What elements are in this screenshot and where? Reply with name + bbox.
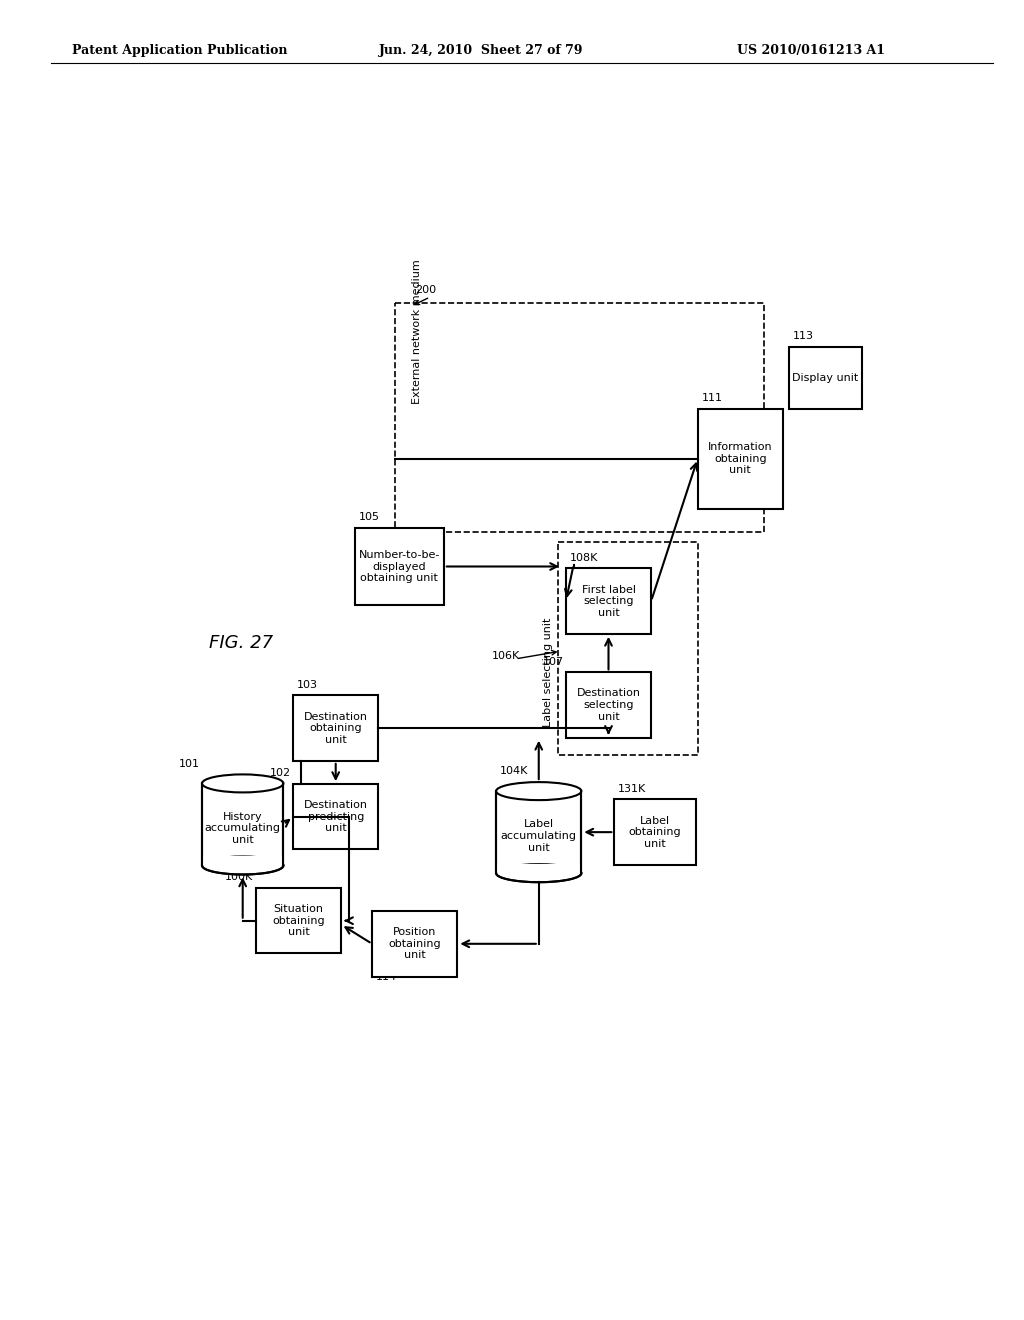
- Text: 108K: 108K: [569, 553, 598, 562]
- Text: Number-to-be-
displayed
obtaining unit: Number-to-be- displayed obtaining unit: [358, 550, 440, 583]
- Text: 107: 107: [543, 656, 563, 667]
- Bar: [496, 865, 583, 874]
- Text: FIG. 27: FIG. 27: [209, 635, 273, 652]
- Bar: [372, 911, 458, 977]
- Text: 100K: 100K: [225, 873, 254, 882]
- Text: Label selecting unit: Label selecting unit: [543, 618, 553, 727]
- Text: Situation
obtaining
unit: Situation obtaining unit: [272, 904, 325, 937]
- Bar: [293, 784, 378, 850]
- Text: Position
obtaining
unit: Position obtaining unit: [388, 927, 441, 961]
- Text: Label
obtaining
unit: Label obtaining unit: [629, 816, 681, 849]
- Text: 111: 111: [701, 393, 723, 403]
- Bar: [256, 888, 341, 953]
- Text: 131K: 131K: [618, 784, 646, 793]
- Bar: [354, 528, 443, 605]
- Text: Patent Application Publication: Patent Application Publication: [72, 44, 287, 57]
- Text: Destination
selecting
unit: Destination selecting unit: [577, 689, 640, 722]
- Bar: [558, 543, 697, 755]
- Text: US 2010/0161213 A1: US 2010/0161213 A1: [737, 44, 886, 57]
- Text: Information
obtaining
unit: Information obtaining unit: [708, 442, 772, 475]
- Bar: [395, 304, 764, 532]
- Text: Destination
predicting
unit: Destination predicting unit: [304, 800, 368, 833]
- Text: Label
accumulating
unit: Label accumulating unit: [501, 820, 577, 853]
- Ellipse shape: [496, 781, 582, 800]
- Text: 101: 101: [178, 759, 200, 768]
- Text: 103: 103: [297, 680, 317, 690]
- Text: 106K: 106K: [493, 651, 520, 661]
- Text: Display unit: Display unit: [793, 372, 859, 383]
- Text: 114: 114: [376, 973, 397, 982]
- Text: First label
selecting
unit: First label selecting unit: [582, 585, 636, 618]
- Bar: [566, 672, 651, 738]
- Text: 105: 105: [358, 512, 380, 523]
- Text: Jun. 24, 2010  Sheet 27 of 79: Jun. 24, 2010 Sheet 27 of 79: [379, 44, 584, 57]
- Bar: [566, 569, 651, 634]
- Text: 113: 113: [793, 331, 813, 342]
- Bar: [496, 791, 582, 874]
- Bar: [202, 857, 285, 866]
- Text: External network medium: External network medium: [413, 259, 423, 404]
- Bar: [293, 696, 378, 760]
- Bar: [202, 783, 284, 866]
- Bar: [697, 409, 783, 508]
- Text: Destination
obtaining
unit: Destination obtaining unit: [304, 711, 368, 744]
- Ellipse shape: [202, 775, 284, 792]
- Text: 102: 102: [269, 768, 291, 779]
- Text: History
accumulating
unit: History accumulating unit: [205, 812, 281, 845]
- Ellipse shape: [496, 865, 582, 882]
- Text: 104K: 104K: [500, 767, 528, 776]
- Text: 200: 200: [415, 285, 436, 296]
- Bar: [614, 800, 695, 865]
- Ellipse shape: [202, 857, 284, 874]
- Bar: [788, 347, 862, 409]
